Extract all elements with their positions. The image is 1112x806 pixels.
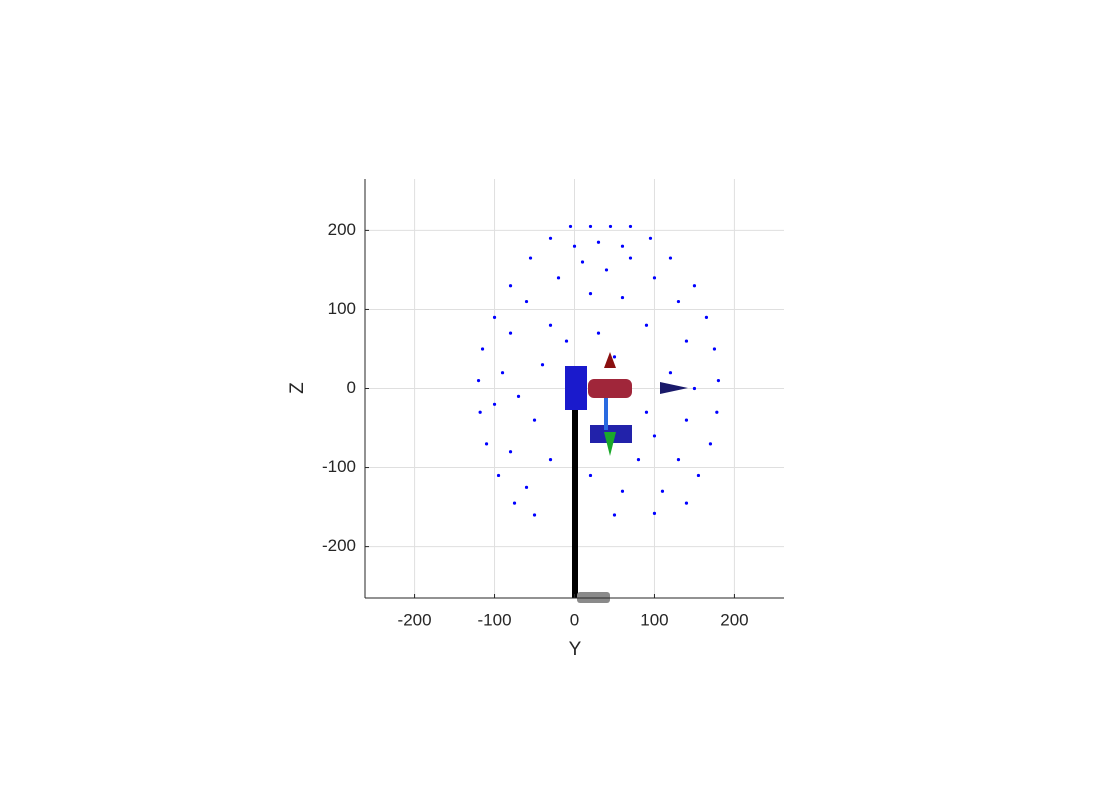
point	[692, 386, 697, 391]
point	[716, 378, 721, 383]
point	[516, 394, 521, 399]
y-tick-label: 100	[328, 299, 356, 318]
point	[484, 442, 489, 446]
point	[704, 315, 709, 319]
point	[564, 339, 569, 343]
y-tick-label: 0	[347, 378, 356, 397]
point	[524, 485, 529, 489]
point	[508, 450, 513, 454]
x-tick-label: 200	[720, 610, 748, 629]
point	[548, 323, 553, 327]
point	[604, 268, 609, 272]
point	[496, 473, 501, 478]
point	[715, 410, 719, 414]
x-tick-label: 0	[570, 610, 579, 629]
axis-arrow	[660, 382, 688, 394]
point	[572, 244, 577, 248]
point	[588, 473, 593, 478]
point	[712, 347, 717, 351]
point	[668, 256, 673, 260]
point	[708, 442, 713, 446]
point	[540, 363, 545, 367]
y-tick-label: -200	[322, 536, 356, 555]
point	[676, 458, 681, 462]
y-tick-label: -100	[322, 457, 356, 476]
robot-joint	[588, 379, 632, 398]
point	[684, 501, 689, 505]
x-tick-label: -200	[398, 610, 432, 629]
x-axis-label: Y	[569, 639, 582, 660]
point	[652, 511, 657, 516]
point	[548, 458, 553, 462]
axis-arrow	[604, 432, 616, 456]
point	[532, 418, 537, 422]
point	[620, 244, 625, 248]
point	[492, 402, 497, 406]
point	[492, 315, 497, 319]
point	[692, 284, 697, 288]
point	[684, 339, 689, 343]
point	[652, 434, 657, 438]
point	[628, 256, 633, 260]
point	[480, 347, 485, 351]
point	[676, 299, 681, 304]
point	[684, 418, 689, 422]
point	[608, 224, 613, 229]
point	[596, 240, 601, 244]
point	[580, 260, 585, 264]
point	[588, 292, 593, 296]
point	[478, 410, 482, 414]
point	[644, 410, 649, 414]
point	[588, 224, 593, 229]
point	[508, 331, 513, 335]
point	[508, 284, 513, 288]
x-tick-label: 100	[640, 610, 668, 629]
axis-arrow	[604, 352, 616, 368]
point	[660, 489, 665, 493]
point	[528, 256, 533, 260]
point-cloud	[476, 224, 721, 519]
x-tick-label: -100	[478, 610, 512, 629]
point	[628, 224, 633, 229]
point	[696, 473, 701, 478]
point	[620, 295, 625, 300]
point	[620, 489, 625, 493]
point	[548, 236, 553, 240]
robot-model	[565, 352, 688, 603]
y-axis-label: Z	[287, 382, 308, 394]
robot-link	[565, 366, 587, 410]
point	[532, 513, 537, 517]
point	[652, 276, 657, 280]
point	[476, 378, 481, 383]
point	[596, 331, 601, 335]
point	[568, 224, 573, 229]
point	[668, 371, 673, 375]
robot-pole	[572, 410, 578, 598]
point	[648, 236, 653, 240]
point	[524, 299, 529, 304]
point	[512, 501, 517, 505]
point	[612, 513, 617, 517]
y-tick-label: 200	[328, 220, 356, 239]
point	[644, 323, 649, 327]
point	[500, 371, 505, 375]
point	[612, 355, 617, 359]
point	[636, 458, 641, 462]
point	[556, 276, 561, 280]
